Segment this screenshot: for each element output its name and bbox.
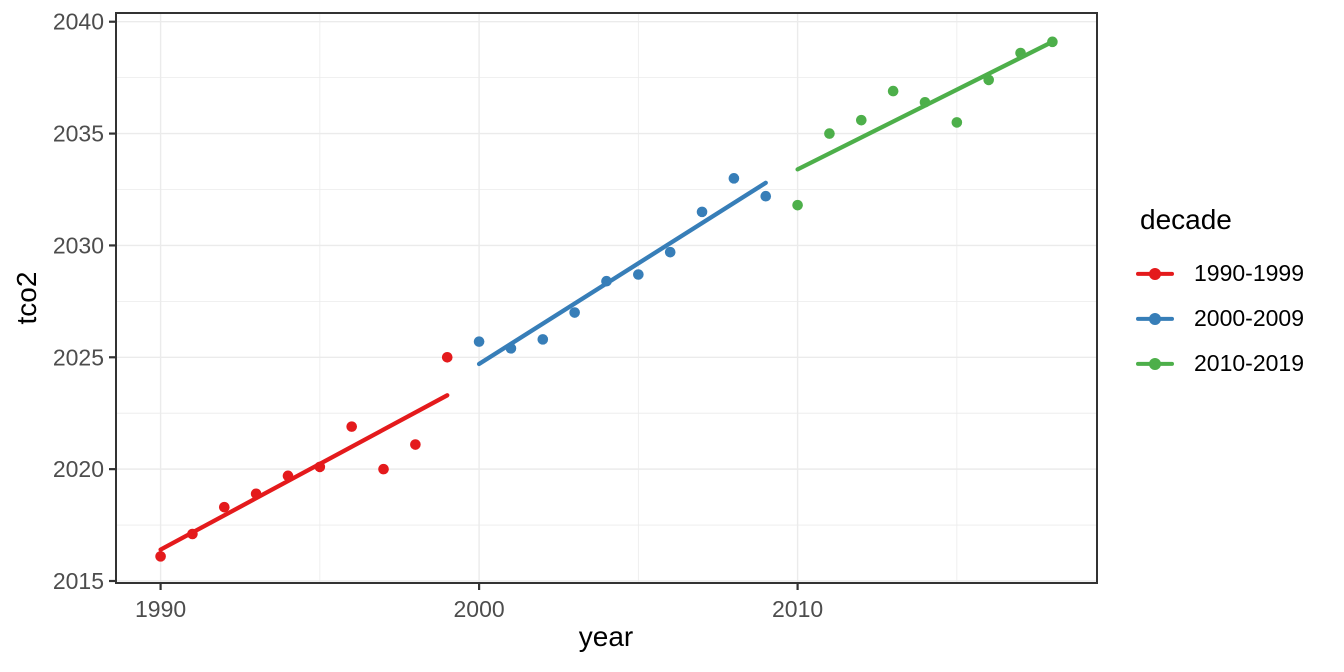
data-point [537, 334, 549, 345]
data-point [951, 117, 963, 128]
y-axis-title: tco2 [11, 271, 42, 325]
series-1990-1999 [155, 351, 453, 562]
tick-label: 1990 [135, 596, 186, 622]
legend-label: 2000-2009 [1194, 305, 1304, 331]
legend-key-line-dot-icon [1136, 262, 1174, 286]
tick-label: 2015 [53, 568, 104, 594]
data-point [664, 246, 676, 258]
legend: decade 1990-1999 2000-2009 2010-2019 [1136, 204, 1304, 386]
tick-label: 2020 [53, 456, 104, 482]
data-point [473, 336, 485, 347]
data-point [887, 85, 899, 97]
tick-label: 2010 [772, 596, 823, 622]
data-point [856, 114, 867, 126]
data-point [569, 307, 580, 318]
legend-key-line-dot-icon [1136, 352, 1174, 376]
legend-label: 2010-2019 [1194, 350, 1304, 376]
tick-label: 2030 [53, 232, 104, 258]
tick-label: 2040 [53, 9, 104, 35]
axis-ticks [109, 20, 799, 590]
tick-label: 2035 [53, 121, 104, 147]
series-2010-2019 [792, 36, 1058, 211]
point-glyph-icon [1149, 267, 1161, 280]
data-point [441, 351, 453, 363]
data-point [760, 190, 772, 202]
tick-label: 2025 [53, 344, 104, 370]
data-point [696, 206, 708, 218]
trend-line [158, 393, 450, 552]
data-point [346, 421, 357, 432]
legend-key-line-dot-icon [1136, 307, 1174, 331]
data-point [824, 128, 835, 139]
legend-title: decade [1140, 204, 1232, 235]
data-point [218, 501, 230, 513]
series-2000-2009 [473, 173, 772, 367]
point-glyph-icon [1149, 312, 1161, 325]
x-axis-title: year [578, 621, 634, 652]
data-point [410, 439, 421, 450]
legend-entry-1990-1999: 1990-1999 [1136, 251, 1304, 296]
data-point [378, 463, 389, 475]
panel-border [115, 12, 1098, 584]
data-point [728, 173, 740, 184]
legend-entry-2010-2019: 2010-2019 [1136, 341, 1304, 386]
major-gridlines [116, 13, 1097, 583]
data-point [633, 269, 644, 280]
data-point [155, 551, 166, 562]
trend-line [795, 39, 1055, 172]
legend-entry-2000-2009: 2000-2009 [1136, 296, 1304, 341]
legend-label: 1990-1999 [1194, 260, 1304, 286]
point-glyph-icon [1149, 357, 1161, 370]
minor-gridlines [116, 13, 1097, 583]
tick-label: 2000 [454, 596, 505, 622]
data-point [792, 199, 803, 211]
tick-labels: 1990 2000 2010 2015 2020 2025 2030 2035 2040 [53, 9, 823, 622]
trend-line [476, 180, 768, 367]
